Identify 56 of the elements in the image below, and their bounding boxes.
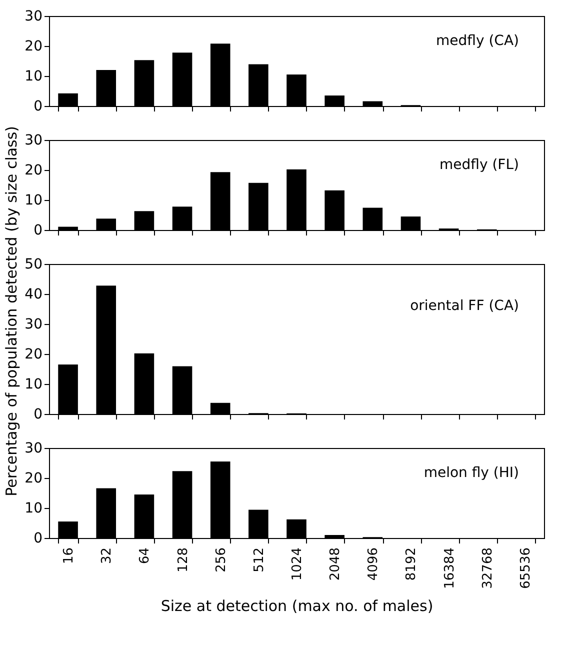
text: medfly (FL): [440, 157, 519, 174]
y-tick-label: 30: [24, 440, 42, 456]
y-axis-title: Percentage of population detected (by size class): [2, 126, 21, 496]
y-tick-label: 0: [34, 98, 42, 114]
bar: [96, 218, 116, 230]
x-tick-label: 4096: [366, 548, 382, 581]
x-tick-label: 256: [214, 548, 229, 572]
bar: [210, 44, 230, 106]
x-tick-label: 16384: [442, 548, 458, 589]
y-tick-label: 10: [24, 500, 42, 516]
y-tick-label: 10: [24, 376, 42, 392]
x-tick-label: 1024: [290, 548, 305, 581]
bar: [362, 101, 383, 106]
x-tick-label: 32: [100, 548, 115, 564]
bar: [134, 494, 154, 538]
x-tick-label: 8192: [404, 548, 420, 581]
bar: [172, 366, 192, 414]
y-tick-label: 30: [24, 132, 42, 148]
bar: [362, 208, 383, 230]
y-tick-label: 20: [24, 346, 42, 362]
bar: [210, 172, 230, 230]
y-tick-label: 20: [24, 470, 42, 486]
y-tick-label: 20: [24, 162, 42, 178]
x-tick-label: 16: [62, 548, 77, 564]
x-tick-label: 2048: [328, 548, 344, 581]
text: oriental FF (CA): [410, 298, 519, 314]
bar: [96, 286, 116, 414]
bar: [172, 206, 192, 230]
bar: [96, 70, 116, 106]
y-tick-label: 0: [34, 222, 42, 238]
x-tick-label: 65536: [518, 548, 534, 589]
text: melon fly (HI): [424, 465, 519, 482]
x-tick-label: 32768: [480, 548, 496, 589]
bar: [134, 60, 154, 106]
x-tick-label: 512: [252, 548, 267, 572]
y-tick-label: 0: [34, 406, 42, 422]
y-tick-label: 0: [34, 530, 42, 546]
y-tick-label: 30: [24, 8, 42, 24]
text: medfly (CA): [436, 33, 519, 50]
bar: [210, 462, 230, 538]
y-tick-label: 10: [24, 192, 42, 208]
x-tick-label: 64: [138, 548, 153, 564]
x-axis-title: Size at detection (max no. of males): [160, 596, 434, 615]
bar: [210, 402, 230, 414]
x-tick-label: 128: [176, 548, 191, 572]
y-tick-label: 30: [24, 316, 42, 332]
y-tick-label: 40: [24, 286, 42, 302]
y-tick-label: 20: [24, 38, 42, 54]
y-tick-label: 10: [24, 68, 42, 84]
y-tick-label: 50: [24, 256, 42, 272]
bar: [172, 52, 192, 106]
bar: [134, 211, 154, 230]
bar: [400, 216, 421, 230]
bar: [134, 353, 154, 414]
bar: [172, 471, 192, 538]
bar: [96, 488, 116, 538]
